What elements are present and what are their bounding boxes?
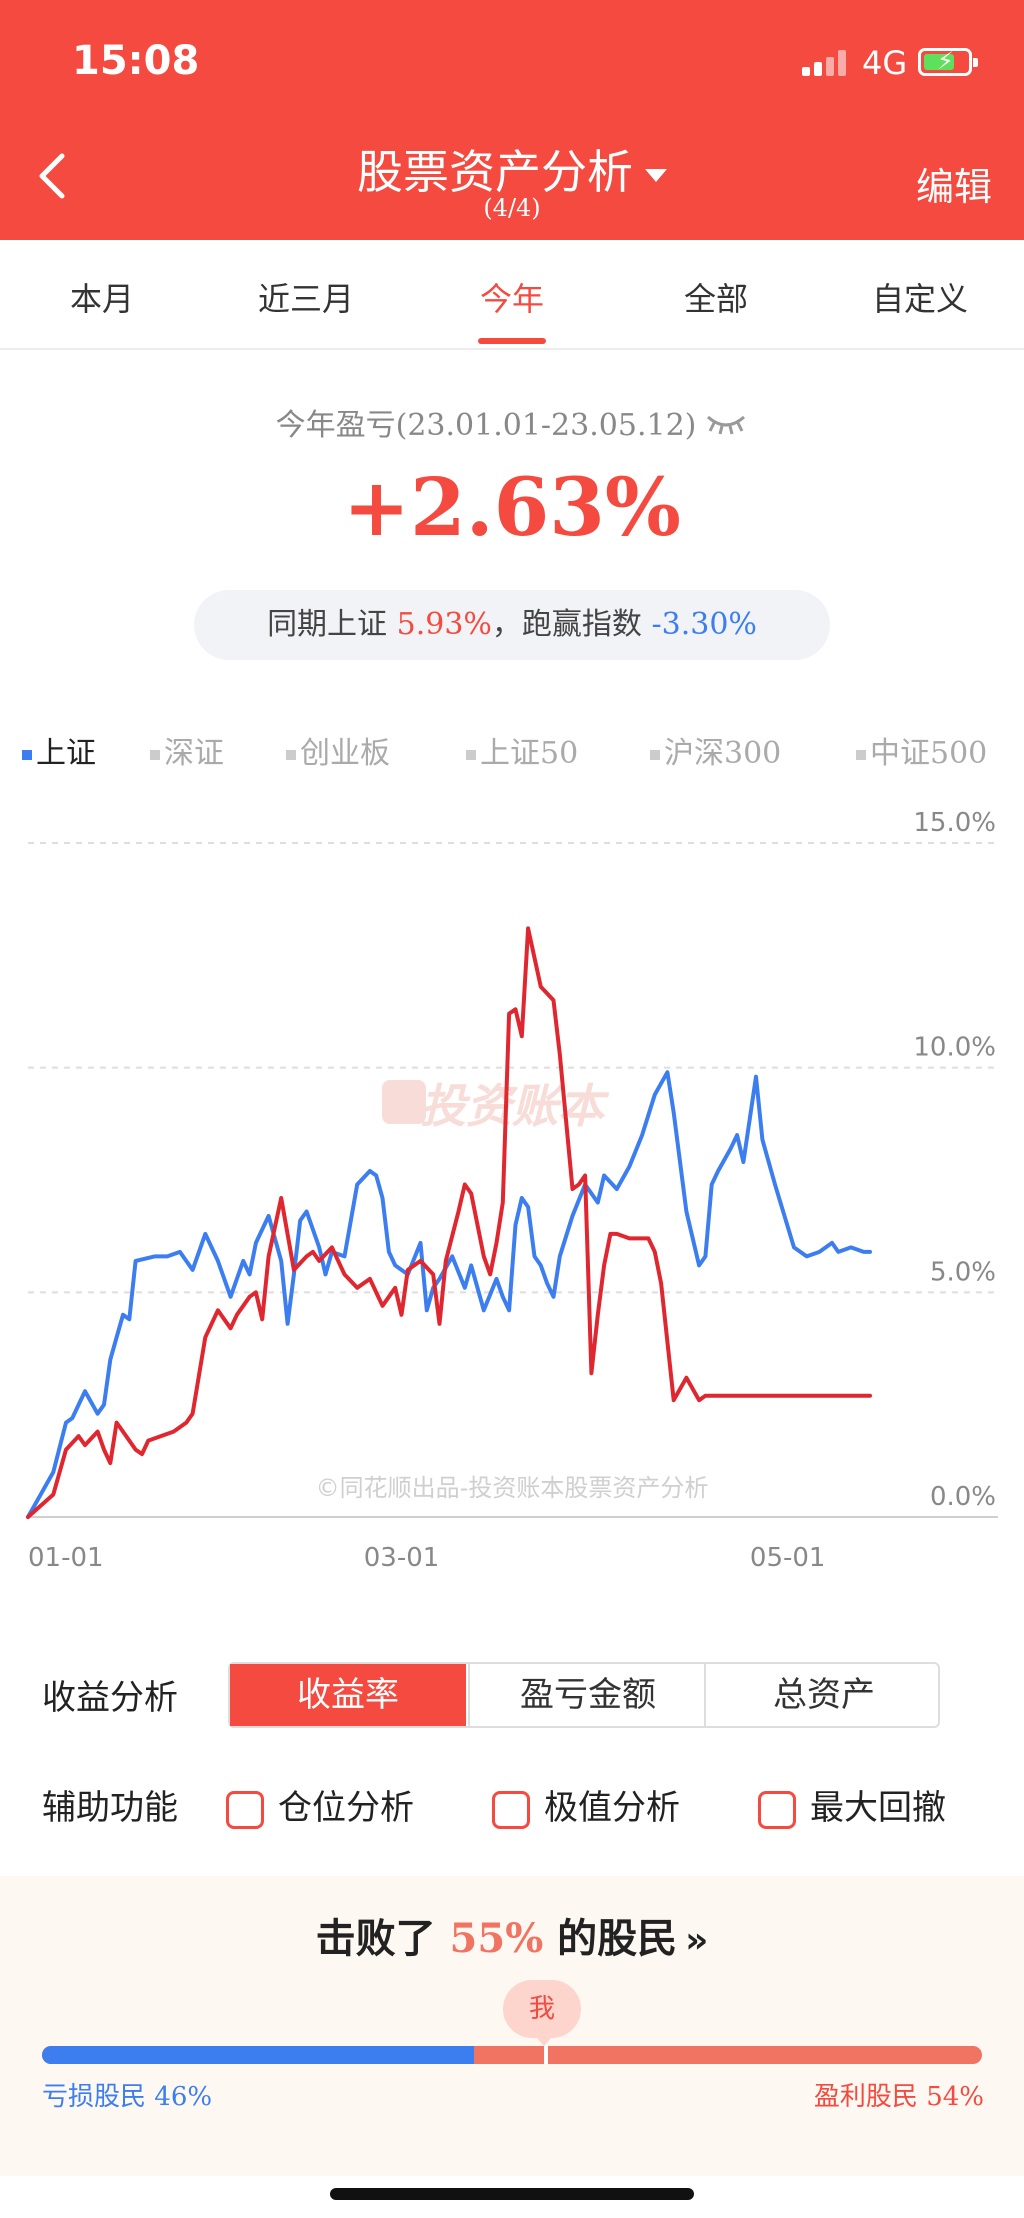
checkbox-label: 最大回撤 [810,1788,946,1828]
loss-label: 亏损股民 [42,2082,147,2112]
network-type: 4G [862,44,908,82]
compare-prefix: 同期上证 [267,607,388,642]
position-analysis-checkbox[interactable]: 仓位分析 [226,1780,414,1829]
loss-percent: 46% [154,2082,213,2112]
loss-investors-label: 亏损股民 46% [42,2076,212,2113]
signal-icon [802,50,850,76]
seg-pl-amount[interactable]: 盈亏金额 [468,1664,706,1726]
x-tick-label: 05-01 [750,1543,826,1573]
legend-square [286,749,296,760]
back-button[interactable] [30,148,74,204]
x-tick-label: 03-01 [364,1543,440,1573]
analysis-segment: 收益率 盈亏金额 总资产 [228,1662,940,1728]
beat-section[interactable]: 击败了 55% 的股民» 我 亏损股民 46% 盈利股民 54% [0,1876,1024,2176]
chevron-left-icon [39,153,65,199]
index-csi300[interactable]: 沪深300 [650,728,781,772]
checkbox-icon [226,1790,264,1829]
index-chinext[interactable]: 创业板 [286,728,390,772]
double-chevron-right-icon: » [685,1920,709,1961]
compare-pill: 同期上证 5.93%，跑赢指数 -3.30% [194,590,830,660]
header-bar: 15:08 4G ⚡ 股票资产分析 (4/4) 编辑 [0,0,1024,240]
index-label: 上证 [36,736,96,771]
me-marker: 我 [503,1980,581,2038]
page-subtitle: (4/4) [483,194,541,222]
index-label: 沪深300 [664,736,782,771]
loss-bar-fill [42,2046,475,2064]
watermark-text: 投资账本 [420,1079,610,1133]
pl-label-text: 今年盈亏(23.01.01-23.05.12) [275,408,697,443]
y-tick-label: 10.0% [913,1033,996,1063]
edit-button[interactable]: 编辑 [915,165,992,209]
watermark-logo-icon [382,1080,426,1124]
tab-three-months[interactable]: 近三月 [257,280,354,318]
y-tick-label: 15.0% [913,808,996,838]
tab-all[interactable]: 全部 [683,280,748,318]
seg-return-rate[interactable]: 收益率 [230,1664,466,1726]
x-tick-label: 01-01 [28,1543,104,1573]
index-label: 创业板 [300,736,390,771]
series-line-index [26,1070,872,1519]
legend-square [150,749,160,760]
win-percent: 54% [926,2082,984,2112]
seg-total-assets[interactable]: 总资产 [704,1664,942,1726]
y-tick-label: 0.0% [930,1482,996,1512]
battery-icon: ⚡ [918,48,978,76]
period-tabs: 本月 近三月 今年 全部 自定义 [0,240,1024,350]
page-title[interactable]: 股票资产分析 [0,136,1024,202]
home-indicator [330,2188,694,2200]
win-investors-label: 盈利股民 54% [814,2076,984,2113]
index-shanghai[interactable]: 上证 [22,728,96,772]
y-tick-label: 5.0% [930,1257,996,1287]
me-marker-tip [537,2038,551,2046]
eye-closed-icon[interactable] [704,409,748,445]
me-position-mark [544,2046,548,2064]
tab-underline [478,338,546,344]
distribution-bar [42,2046,982,2064]
index-sse50[interactable]: 上证50 [466,728,578,772]
page-title-text: 股票资产分析 [357,145,633,199]
extreme-analysis-checkbox[interactable]: 极值分析 [492,1780,680,1829]
checkbox-label: 仓位分析 [278,1788,414,1828]
beat-prefix: 击败了 [315,1916,436,1962]
index-shenzhen[interactable]: 深证 [150,728,224,772]
compare-mid: ，跑赢指数 [491,607,642,642]
win-label: 盈利股民 [813,2082,918,2112]
aux-label: 辅助功能 [42,1788,178,1828]
series-line-portfolio [26,926,872,1519]
index-label: 中证500 [870,736,988,771]
legend-square [650,750,660,760]
beat-index-value: -3.30% [651,607,757,642]
tab-custom[interactable]: 自定义 [871,280,968,318]
chart-footnote: ©同花顺出品-投资账本股票资产分析 [316,1474,709,1502]
pl-value: +2.63% [343,460,681,554]
compare-index-value: 5.93% [396,607,492,642]
checkbox-icon [492,1790,530,1829]
tab-this-month[interactable]: 本月 [69,280,134,318]
legend-square [466,750,476,760]
beat-suffix: 的股民 [557,1916,678,1962]
analysis-label: 收益分析 [42,1678,178,1718]
index-label: 上证50 [480,736,579,771]
index-csi500[interactable]: 中证500 [856,728,987,772]
return-chart[interactable]: 0.0% 5.0% 10.0% 15.0% 01-01 03-01 05-01 投资账本 ©同花… [0,800,1024,1580]
checkbox-label: 极值分析 [544,1788,680,1828]
max-drawdown-checkbox[interactable]: 最大回撤 [758,1780,946,1829]
legend-square [22,749,32,760]
checkbox-icon [758,1790,796,1829]
beat-title: 击败了 55% 的股民» [0,1906,1024,1964]
legend-square [856,750,866,760]
caret-down-icon [645,169,667,182]
index-label: 深证 [164,736,224,771]
beat-percent: 55% [449,1915,544,1962]
pl-label: 今年盈亏(23.01.01-23.05.12) [0,400,1024,445]
tab-this-year[interactable]: 今年 [479,280,544,318]
status-time: 15:08 [72,38,200,84]
